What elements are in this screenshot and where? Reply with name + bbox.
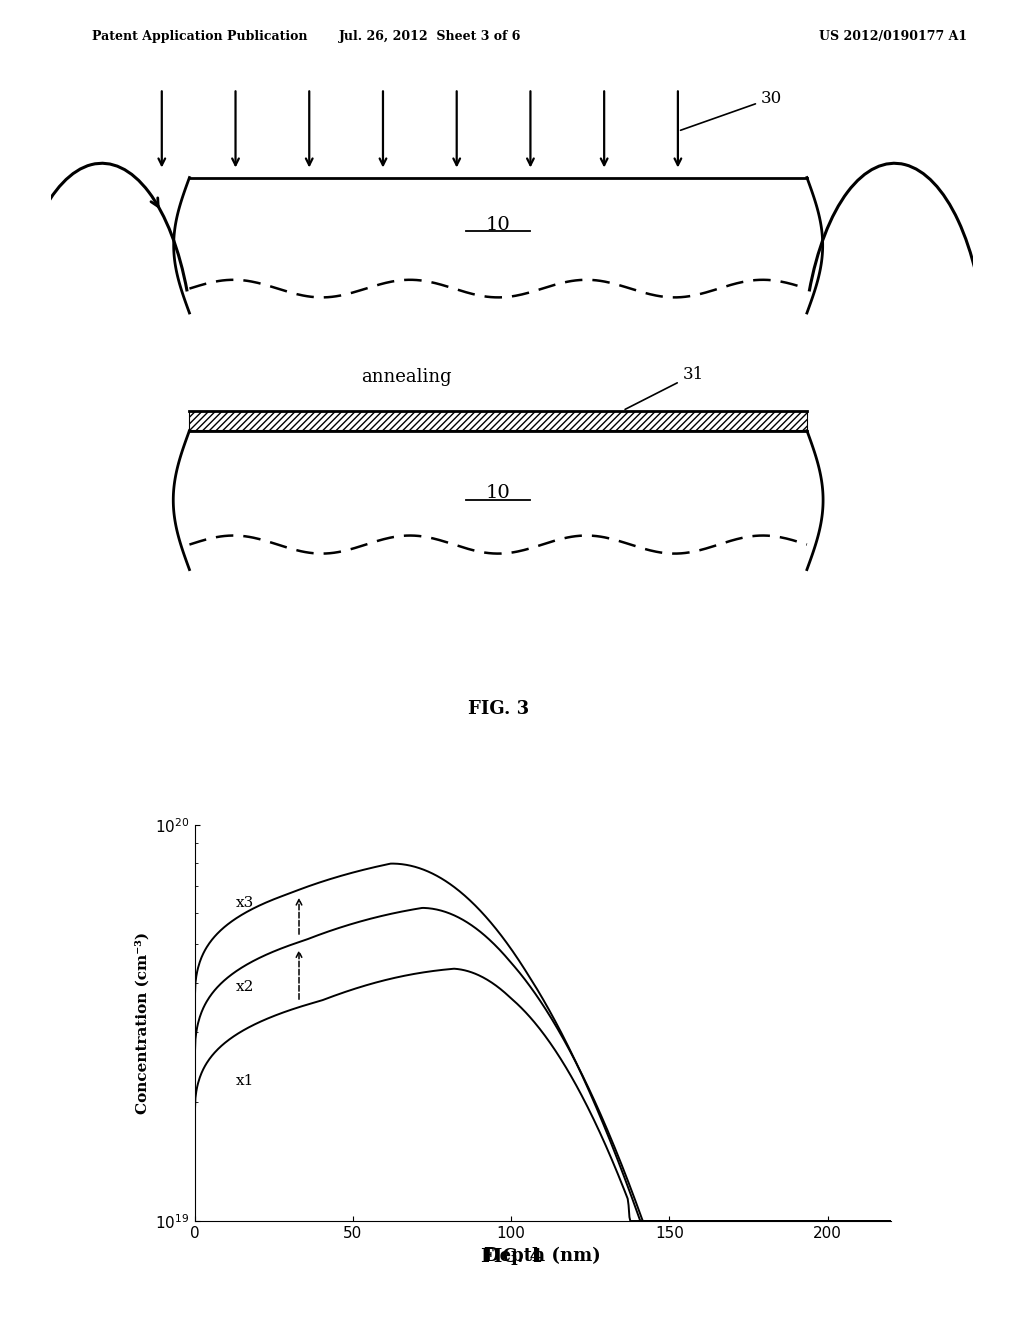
Text: 10: 10 xyxy=(485,216,511,234)
Text: 10: 10 xyxy=(485,484,511,502)
Text: Patent Application Publication: Patent Application Publication xyxy=(92,30,307,44)
Text: Jul. 26, 2012  Sheet 3 of 6: Jul. 26, 2012 Sheet 3 of 6 xyxy=(339,30,521,44)
Text: x3: x3 xyxy=(236,896,254,911)
Y-axis label: Concentration (cm⁻³): Concentration (cm⁻³) xyxy=(135,932,150,1114)
Text: FIG. 3: FIG. 3 xyxy=(468,700,528,718)
Text: x2: x2 xyxy=(236,981,254,994)
Text: US 2012/0190177 A1: US 2012/0190177 A1 xyxy=(819,30,968,44)
Text: 31: 31 xyxy=(625,366,703,409)
X-axis label: Depth (nm): Depth (nm) xyxy=(484,1246,601,1265)
Text: annealing: annealing xyxy=(360,368,452,387)
Text: FIG. 4: FIG. 4 xyxy=(481,1247,543,1266)
Text: 30: 30 xyxy=(681,90,782,131)
Text: x1: x1 xyxy=(236,1074,254,1089)
